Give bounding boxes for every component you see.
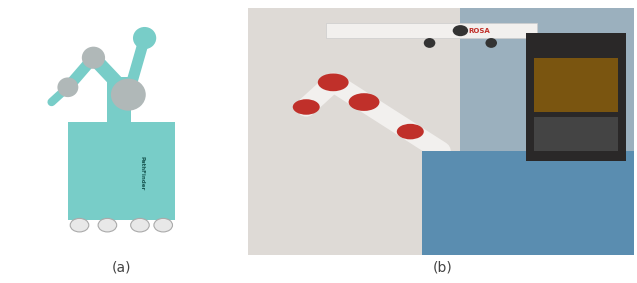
Ellipse shape: [424, 38, 435, 48]
Ellipse shape: [133, 27, 156, 49]
Ellipse shape: [318, 74, 348, 91]
Ellipse shape: [111, 79, 146, 111]
Ellipse shape: [485, 38, 497, 48]
Bar: [68, 122, 175, 220]
Bar: [326, 23, 538, 38]
Text: ROSA: ROSA: [469, 28, 490, 34]
Bar: [422, 151, 634, 255]
Ellipse shape: [397, 124, 424, 139]
Bar: [526, 33, 626, 161]
Ellipse shape: [348, 93, 380, 111]
Text: (b): (b): [433, 261, 453, 275]
Ellipse shape: [293, 99, 320, 115]
Text: (a): (a): [111, 261, 131, 275]
Ellipse shape: [154, 218, 173, 232]
Ellipse shape: [131, 218, 149, 232]
Ellipse shape: [70, 218, 89, 232]
Bar: [534, 58, 619, 112]
Ellipse shape: [98, 218, 117, 232]
Ellipse shape: [57, 78, 78, 97]
Bar: [534, 117, 619, 151]
Text: PathFinder: PathFinder: [140, 156, 145, 190]
Bar: [461, 8, 634, 255]
Bar: [108, 78, 131, 122]
Ellipse shape: [453, 25, 468, 36]
Ellipse shape: [82, 47, 105, 69]
